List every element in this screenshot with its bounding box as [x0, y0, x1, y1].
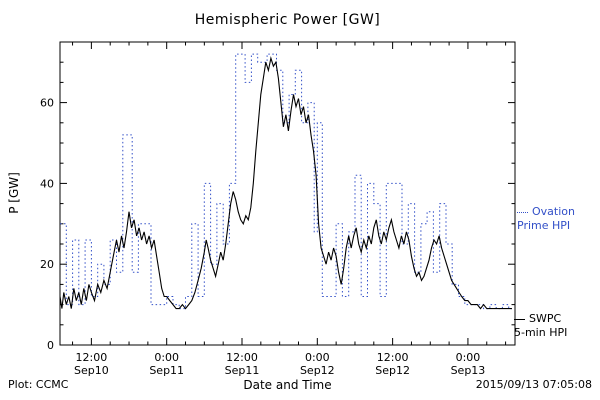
x-tick-label: 12:00 [226, 351, 258, 364]
legend-ovation-line2: Prime HPI [517, 219, 571, 232]
series-swpc-5min-hpi [59, 56, 512, 310]
swpc-line-swatch [514, 318, 525, 320]
x-tick-label: 12:00 [76, 351, 108, 364]
x-axis-label: Date and Time [243, 378, 332, 392]
legend-swpc-line1: SWPC [529, 312, 562, 325]
y-tick-label: 0 [47, 339, 54, 352]
x-tick-sublabel: Sep12 [300, 364, 335, 377]
x-tick-label: 0:00 [456, 351, 481, 364]
x-tick-label: 12:00 [377, 351, 409, 364]
x-tick-sublabel: Sep12 [375, 364, 410, 377]
legend-swpc-line2: 5-min HPI [514, 326, 568, 339]
plot-frame [59, 41, 516, 346]
series-ovation-prime-hpi [60, 53, 512, 310]
x-tick-label: 0:00 [154, 351, 179, 364]
x-tick-sublabel: Sep13 [451, 364, 486, 377]
legend-ovation-line1: Ovation [532, 205, 575, 218]
y-tick-label: 60 [40, 97, 54, 110]
legend-entry-ovation: Ovation Prime HPI [517, 205, 575, 233]
plot-timestamp: 2015/09/13 07:05:08 [475, 378, 592, 391]
x-tick-sublabel: Sep11 [149, 364, 184, 377]
ovation-line-swatch [517, 211, 528, 213]
x-tick-sublabel: Sep11 [225, 364, 260, 377]
x-tick-sublabel: Sep10 [74, 364, 109, 377]
chart-title: Hemispheric Power [GW] [194, 12, 381, 28]
legend-entry-swpc: SWPC 5-min HPI [514, 312, 567, 340]
plot-source-label: Plot: CCMC [8, 378, 69, 391]
y-tick-label: 20 [40, 258, 54, 271]
x-tick-label: 0:00 [305, 351, 330, 364]
y-tick-label: 40 [40, 177, 54, 190]
